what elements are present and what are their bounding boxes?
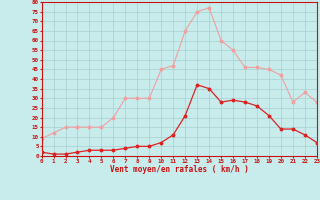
- X-axis label: Vent moyen/en rafales ( km/h ): Vent moyen/en rafales ( km/h ): [110, 165, 249, 174]
